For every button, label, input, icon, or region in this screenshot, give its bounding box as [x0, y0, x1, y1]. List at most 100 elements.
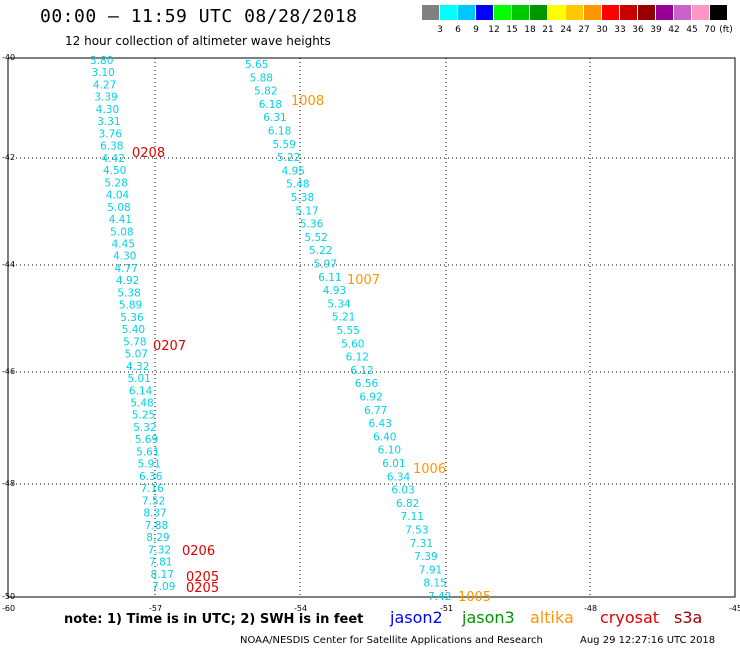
- wave-height-value: 5.82: [254, 86, 277, 98]
- wave-height-value: 5.08: [110, 226, 133, 238]
- legend-altika: altika: [530, 608, 574, 627]
- wave-height-value: 6.56: [355, 378, 379, 390]
- wave-height-value: 5.65: [245, 59, 268, 71]
- footnote: note: 1) Time is in UTC; 2) SWH is in fe…: [64, 612, 364, 627]
- wave-height-value: 4.30: [96, 104, 119, 116]
- wave-height-value: 5.89: [119, 300, 142, 312]
- wave-height-value: 6.18: [259, 99, 282, 111]
- wave-height-value: 4.41: [109, 214, 132, 226]
- colorbar-label: 42: [668, 25, 680, 35]
- wave-height-value: 5.59: [272, 139, 295, 151]
- longitude-label: -48: [584, 604, 597, 613]
- colorbar-swatch: [692, 5, 709, 20]
- wave-height-value: 3.39: [94, 92, 117, 104]
- wave-height-value: 5.88: [250, 72, 273, 84]
- longitude-label: -51: [440, 604, 453, 613]
- wave-height-value: 6.82: [396, 498, 419, 510]
- colorbar-label: 24: [560, 25, 572, 35]
- wave-height-value: 8.17: [151, 569, 174, 581]
- colorbar-swatch: [584, 5, 601, 20]
- longitude-label: -60: [2, 604, 15, 613]
- latitude-label: -50: [2, 592, 15, 601]
- wave-height-value: 7.16: [140, 483, 164, 495]
- wave-height-value: 5.22: [277, 152, 300, 164]
- colorbar-swatch: [458, 5, 475, 20]
- wave-height-value: 7.52: [142, 495, 165, 507]
- wave-height-value: 5.69: [135, 434, 158, 446]
- wave-height-value: 6.12: [350, 365, 373, 377]
- wave-height-value: 4.04: [106, 190, 130, 202]
- colorbar-swatch: [638, 5, 655, 20]
- wave-height-value: 8.29: [146, 532, 169, 544]
- wave-height-value: 6.34: [387, 471, 411, 483]
- pass-time-label: 1008: [291, 94, 324, 109]
- legend-jason2: jason2: [390, 608, 443, 627]
- wave-height-value: 7.88: [145, 520, 168, 532]
- wave-height-value: 4.45: [112, 238, 135, 250]
- latitude-label: -44: [2, 260, 15, 269]
- longitude-label: -45: [729, 604, 740, 613]
- wave-height-value: 3.10: [91, 67, 114, 79]
- latitude-label: -46: [2, 367, 15, 376]
- wave-height-value: 5.01: [127, 373, 150, 385]
- wave-height-value: 5.21: [332, 312, 355, 324]
- latitude-label: -48: [2, 479, 15, 488]
- colorbar-swatch: [566, 5, 583, 20]
- colorbar-label: 70: [704, 25, 716, 35]
- wave-height-value: 5.08: [107, 202, 130, 214]
- colorbar-label: 15: [506, 25, 518, 35]
- colorbar-swatch: [440, 5, 457, 20]
- colorbar-label: 9: [473, 25, 479, 35]
- wave-height-value: 6.10: [378, 445, 401, 457]
- wave-height-value: 5.48: [130, 398, 153, 410]
- wave-height-value: 5.38: [291, 192, 314, 204]
- colorbar-swatch: [674, 5, 691, 20]
- wave-height-value: 5.25: [132, 410, 155, 422]
- legend-s3a: s3a: [674, 608, 703, 627]
- wave-height-value: 4.93: [323, 285, 346, 297]
- wave-height-value: 3.80: [90, 55, 113, 67]
- wave-height-value: 6.40: [373, 431, 396, 443]
- colorbar-label: 27: [578, 25, 590, 35]
- pass-time-label: 0207: [153, 339, 186, 354]
- colorbar-label: 33: [614, 25, 626, 35]
- wave-height-value: 8.37: [143, 508, 166, 520]
- pass-time-label: 0208: [132, 146, 165, 161]
- wave-height-value: 7.53: [405, 525, 428, 537]
- latitude-label: -40: [2, 53, 15, 62]
- wave-height-value: 4.32: [126, 361, 149, 373]
- wave-height-value: 5.34: [327, 298, 351, 310]
- wave-height-value: 7.39: [414, 551, 437, 563]
- wave-height-value: 4.95: [282, 165, 305, 177]
- colorbar-unit: (ft): [719, 25, 733, 35]
- wave-height-value: 6.11: [318, 272, 341, 284]
- wave-height-value: 4.92: [116, 275, 139, 287]
- latitude-label: -42: [2, 153, 15, 162]
- pass-time-label: 1007: [347, 273, 380, 288]
- colorbar-swatch: [656, 5, 673, 20]
- colorbar-label: 18: [524, 25, 536, 35]
- wave-height-value: 3.31: [97, 116, 120, 128]
- wave-height-value: 5.28: [104, 177, 127, 189]
- pass-time-label: 0206: [182, 544, 215, 559]
- wave-height-value: 4.50: [103, 165, 126, 177]
- legend-jason3: jason3: [462, 608, 515, 627]
- colorbar-swatch: [602, 5, 619, 20]
- wave-height-value: 5.32: [133, 422, 156, 434]
- wave-height-value: 5.36: [300, 219, 324, 231]
- wave-height-value: 6.36: [139, 471, 163, 483]
- wave-height-value: 3.76: [99, 128, 123, 140]
- wave-height-value: 7.31: [410, 538, 433, 550]
- wave-height-value: 7.91: [419, 564, 442, 576]
- colorbar-label: 39: [650, 25, 662, 35]
- colorbar-swatch: [620, 5, 637, 20]
- wave-height-value: 6.12: [346, 352, 369, 364]
- pass-time-label: 1006: [413, 462, 446, 477]
- colorbar-label: 36: [632, 25, 644, 35]
- legend-cryosat: cryosat: [600, 608, 660, 627]
- wave-height-value: 5.97: [314, 259, 337, 271]
- wave-height-value: 5.38: [117, 287, 140, 299]
- wave-height-value: 7.42: [428, 591, 451, 603]
- colorbar-label: 21: [542, 25, 554, 35]
